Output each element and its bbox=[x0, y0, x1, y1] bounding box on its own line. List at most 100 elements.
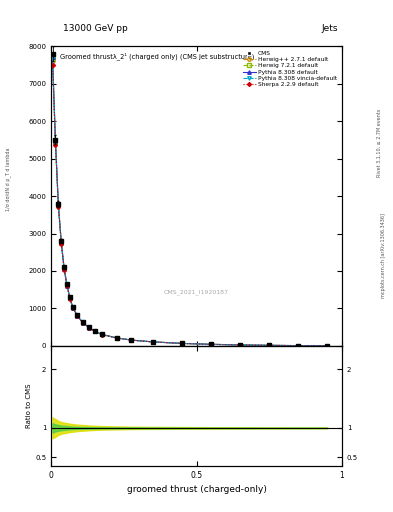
Herwig++ 2.7.1 default bbox=[62, 266, 66, 272]
Text: 13000 GeV pp: 13000 GeV pp bbox=[63, 24, 128, 33]
Herwig++ 2.7.1 default bbox=[50, 58, 55, 64]
Pythia 8.308 vincia-default bbox=[62, 266, 66, 272]
Herwig++ 2.7.1 default bbox=[75, 313, 80, 319]
Herwig++ 2.7.1 default bbox=[81, 320, 85, 326]
Sherpa 2.2.9 default bbox=[86, 325, 91, 331]
Pythia 8.308 default bbox=[92, 328, 97, 334]
Sherpa 2.2.9 default bbox=[114, 335, 119, 341]
Herwig 7.2.1 default bbox=[151, 339, 155, 345]
Pythia 8.308 vincia-default bbox=[325, 343, 330, 349]
Herwig 7.2.1 default bbox=[65, 282, 70, 288]
Sherpa 2.2.9 default bbox=[53, 142, 58, 148]
Pythia 8.308 vincia-default bbox=[238, 342, 242, 348]
Herwig 7.2.1 default bbox=[267, 342, 272, 348]
Line: Sherpa 2.2.9 default: Sherpa 2.2.9 default bbox=[51, 63, 329, 347]
Pythia 8.308 default bbox=[53, 137, 58, 143]
Sherpa 2.2.9 default bbox=[56, 204, 61, 210]
Herwig 7.2.1 default bbox=[68, 295, 72, 301]
Herwig 7.2.1 default bbox=[56, 201, 61, 207]
Pythia 8.308 vincia-default bbox=[114, 335, 119, 341]
Herwig 7.2.1 default bbox=[100, 331, 105, 337]
Pythia 8.308 vincia-default bbox=[296, 343, 301, 349]
Pythia 8.308 vincia-default bbox=[81, 320, 85, 326]
Pythia 8.308 default bbox=[65, 283, 70, 289]
Pythia 8.308 vincia-default bbox=[59, 240, 64, 246]
Herwig++ 2.7.1 default bbox=[56, 202, 61, 208]
Pythia 8.308 vincia-default bbox=[129, 337, 134, 343]
Pythia 8.308 vincia-default bbox=[50, 53, 55, 59]
Pythia 8.308 default bbox=[296, 343, 301, 349]
Line: Pythia 8.308 default: Pythia 8.308 default bbox=[51, 56, 329, 348]
Sherpa 2.2.9 default bbox=[81, 320, 85, 326]
Sherpa 2.2.9 default bbox=[180, 340, 184, 347]
Pythia 8.308 default bbox=[151, 339, 155, 345]
Herwig++ 2.7.1 default bbox=[180, 340, 184, 347]
Sherpa 2.2.9 default bbox=[296, 343, 301, 349]
Pythia 8.308 default bbox=[56, 202, 61, 208]
Pythia 8.308 default bbox=[100, 331, 105, 337]
Sherpa 2.2.9 default bbox=[65, 283, 70, 289]
Pythia 8.308 vincia-default bbox=[75, 313, 80, 319]
Pythia 8.308 default bbox=[180, 340, 184, 347]
Herwig 7.2.1 default bbox=[59, 239, 64, 245]
Pythia 8.308 default bbox=[267, 342, 272, 348]
Pythia 8.308 vincia-default bbox=[209, 341, 213, 347]
Pythia 8.308 default bbox=[71, 305, 75, 311]
Pythia 8.308 default bbox=[59, 240, 64, 246]
Sherpa 2.2.9 default bbox=[151, 339, 155, 345]
Sherpa 2.2.9 default bbox=[100, 332, 105, 338]
Pythia 8.308 default bbox=[86, 325, 91, 331]
Sherpa 2.2.9 default bbox=[75, 313, 80, 319]
Text: mcplots.cern.ch [arXiv:1306.3436]: mcplots.cern.ch [arXiv:1306.3436] bbox=[381, 214, 386, 298]
Herwig++ 2.7.1 default bbox=[151, 339, 155, 345]
Herwig 7.2.1 default bbox=[129, 337, 134, 343]
Herwig++ 2.7.1 default bbox=[267, 342, 272, 348]
Y-axis label: Ratio to CMS: Ratio to CMS bbox=[26, 383, 32, 428]
Line: Pythia 8.308 vincia-default: Pythia 8.308 vincia-default bbox=[51, 55, 329, 348]
Herwig 7.2.1 default bbox=[50, 56, 55, 62]
Pythia 8.308 vincia-default bbox=[65, 283, 70, 289]
Pythia 8.308 vincia-default bbox=[92, 328, 97, 334]
Pythia 8.308 vincia-default bbox=[68, 295, 72, 302]
Pythia 8.308 default bbox=[75, 313, 80, 319]
Herwig 7.2.1 default bbox=[238, 342, 242, 348]
Pythia 8.308 vincia-default bbox=[180, 340, 184, 347]
Pythia 8.308 default bbox=[62, 266, 66, 272]
Herwig++ 2.7.1 default bbox=[68, 295, 72, 302]
Herwig 7.2.1 default bbox=[86, 324, 91, 330]
Pythia 8.308 default bbox=[238, 342, 242, 348]
Herwig++ 2.7.1 default bbox=[296, 343, 301, 349]
Herwig++ 2.7.1 default bbox=[238, 342, 242, 348]
Sherpa 2.2.9 default bbox=[50, 62, 55, 68]
Text: CMS_2021_I1920187: CMS_2021_I1920187 bbox=[164, 289, 229, 295]
Herwig 7.2.1 default bbox=[114, 335, 119, 341]
Sherpa 2.2.9 default bbox=[92, 328, 97, 334]
Sherpa 2.2.9 default bbox=[59, 241, 64, 247]
Herwig 7.2.1 default bbox=[180, 340, 184, 347]
Pythia 8.308 default bbox=[50, 54, 55, 60]
Text: Jets: Jets bbox=[321, 24, 338, 33]
Herwig 7.2.1 default bbox=[92, 328, 97, 334]
Herwig 7.2.1 default bbox=[75, 312, 80, 318]
Herwig++ 2.7.1 default bbox=[129, 337, 134, 343]
Sherpa 2.2.9 default bbox=[325, 343, 330, 349]
Pythia 8.308 vincia-default bbox=[56, 202, 61, 208]
Sherpa 2.2.9 default bbox=[129, 337, 134, 343]
Pythia 8.308 default bbox=[129, 337, 134, 343]
Herwig 7.2.1 default bbox=[296, 343, 301, 349]
Text: Rivet 3.1.10, ≥ 2.7M events: Rivet 3.1.10, ≥ 2.7M events bbox=[377, 109, 382, 178]
Herwig++ 2.7.1 default bbox=[53, 140, 58, 146]
Herwig++ 2.7.1 default bbox=[59, 240, 64, 246]
Sherpa 2.2.9 default bbox=[62, 267, 66, 273]
Pythia 8.308 vincia-default bbox=[100, 331, 105, 337]
Herwig++ 2.7.1 default bbox=[71, 305, 75, 311]
Pythia 8.308 vincia-default bbox=[151, 339, 155, 345]
Legend: CMS, Herwig++ 2.7.1 default, Herwig 7.2.1 default, Pythia 8.308 default, Pythia : CMS, Herwig++ 2.7.1 default, Herwig 7.2.… bbox=[241, 49, 339, 89]
Text: Groomed thrustλ_2¹ (charged only) (CMS jet substructure): Groomed thrustλ_2¹ (charged only) (CMS j… bbox=[60, 52, 254, 60]
Sherpa 2.2.9 default bbox=[209, 342, 213, 348]
Text: 1/σ dσ/dN d p_T d lambda: 1/σ dσ/dN d p_T d lambda bbox=[5, 147, 11, 211]
Pythia 8.308 vincia-default bbox=[86, 325, 91, 331]
Herwig++ 2.7.1 default bbox=[209, 341, 213, 347]
Sherpa 2.2.9 default bbox=[68, 296, 72, 302]
Pythia 8.308 default bbox=[325, 343, 330, 349]
